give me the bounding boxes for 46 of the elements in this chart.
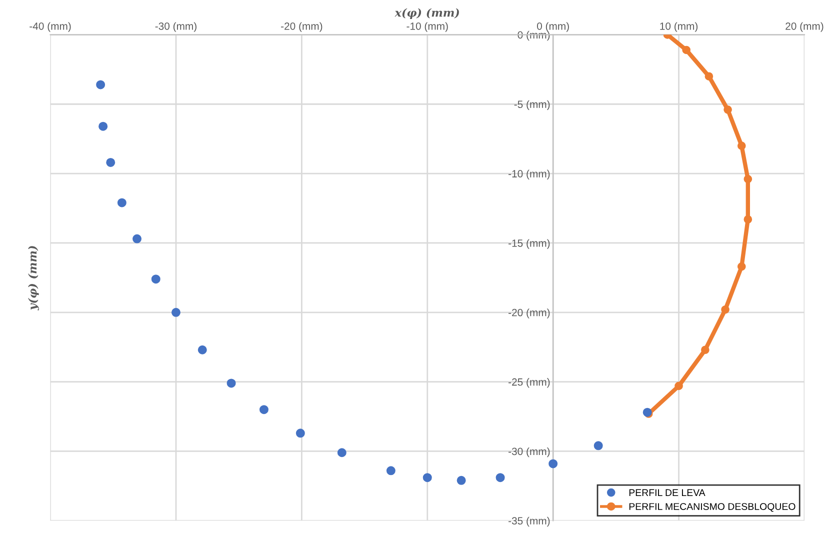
point bbox=[296, 428, 305, 438]
y-tick-label: -30 (mm) bbox=[508, 447, 550, 458]
point bbox=[132, 234, 142, 244]
point bbox=[386, 466, 396, 476]
x-tick-label: -20 (mm) bbox=[281, 22, 322, 32]
point bbox=[704, 72, 714, 81]
y-tick-label: -15 (mm) bbox=[508, 239, 550, 249]
point bbox=[682, 46, 690, 54]
point bbox=[226, 378, 236, 388]
point bbox=[259, 405, 268, 414]
point bbox=[98, 122, 108, 131]
point bbox=[106, 158, 116, 167]
legend-label: PERFIL DE LEVA bbox=[629, 489, 706, 496]
point bbox=[96, 80, 106, 90]
point bbox=[744, 174, 752, 184]
x-tick-label: -30 (mm) bbox=[155, 22, 196, 32]
x-tick-label: -10 (mm) bbox=[406, 22, 448, 32]
point bbox=[744, 215, 752, 224]
x-tick-label: 0 (mm) bbox=[537, 22, 569, 32]
point bbox=[422, 473, 432, 482]
y-tick-label: -10 (mm) bbox=[508, 170, 550, 180]
point bbox=[117, 198, 126, 208]
legend-label: PERFIL MECANISMO DESBLOQUEO bbox=[629, 503, 796, 512]
point bbox=[701, 346, 710, 354]
point bbox=[721, 305, 730, 314]
point bbox=[594, 441, 603, 450]
y-tick-label: -35 (mm) bbox=[508, 516, 550, 527]
x-axis-title: x(φ) (mm) bbox=[394, 8, 459, 19]
point bbox=[171, 308, 180, 317]
point bbox=[724, 106, 732, 114]
point bbox=[548, 459, 558, 468]
y-tick-label: -20 (mm) bbox=[508, 308, 550, 318]
y-tick-label: -25 (mm) bbox=[508, 378, 550, 388]
point bbox=[496, 473, 505, 482]
x-tick-label: 10 (mm) bbox=[660, 22, 698, 32]
y-tick-label: -5 (mm) bbox=[514, 100, 550, 110]
x-tick-label: 20 (mm) bbox=[786, 22, 824, 32]
y-axis-title: y(φ) (mm) bbox=[28, 246, 39, 310]
point bbox=[198, 345, 207, 354]
point bbox=[456, 476, 466, 485]
point bbox=[151, 274, 160, 284]
point bbox=[674, 382, 683, 390]
point bbox=[337, 448, 346, 458]
x-tick-label: -40 (mm) bbox=[30, 22, 71, 32]
point bbox=[737, 142, 746, 150]
point bbox=[737, 262, 746, 271]
